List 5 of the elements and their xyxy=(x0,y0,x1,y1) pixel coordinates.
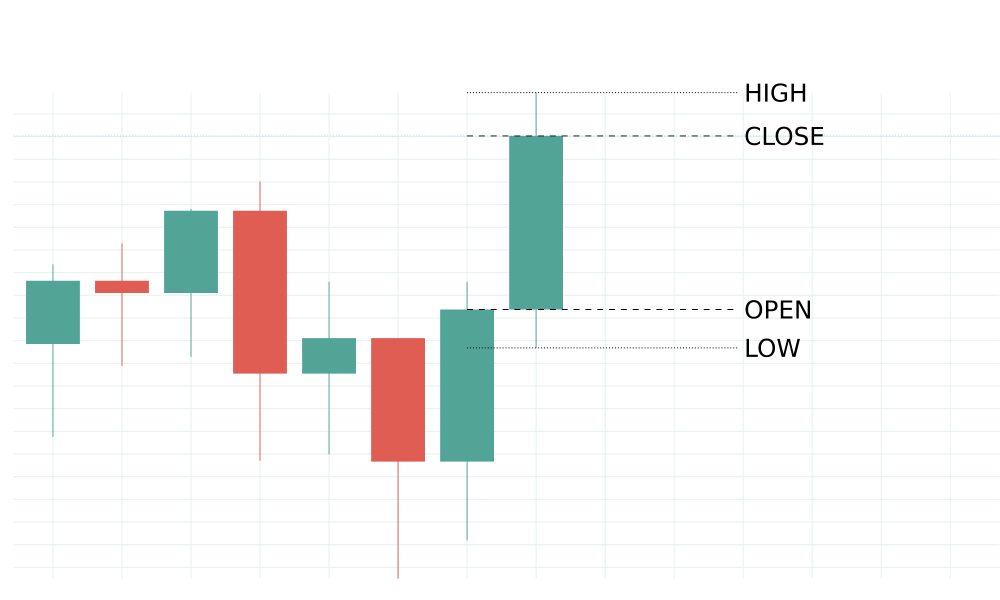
text: LOW xyxy=(746,338,800,357)
text: HIGH xyxy=(746,83,806,102)
candlestick xyxy=(95,242,149,366)
text: OPEN xyxy=(746,300,810,319)
text: CLOSE xyxy=(746,126,824,146)
